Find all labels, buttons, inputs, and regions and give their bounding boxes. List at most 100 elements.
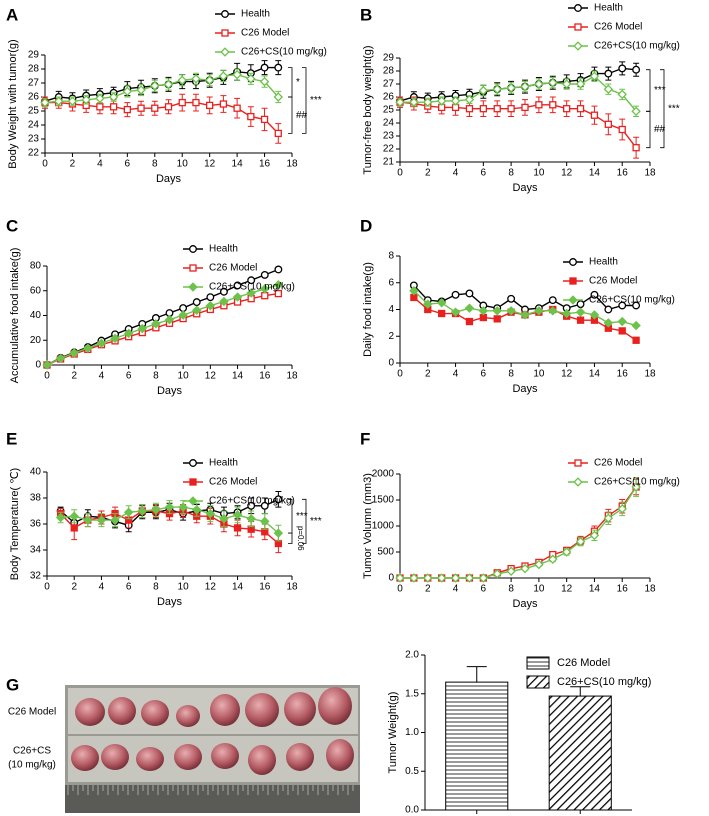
annotation: *** [296, 511, 308, 522]
marker [618, 64, 627, 73]
marker [178, 98, 186, 107]
series-line [46, 292, 279, 366]
marker [221, 29, 229, 37]
marker [618, 327, 626, 335]
x-tick-label: 12 [205, 582, 217, 593]
x-axis-label: Days [157, 596, 183, 608]
y-tick-label: 60 [30, 285, 42, 296]
marker [590, 111, 599, 119]
marker [233, 104, 241, 112]
x-tick-label: 12 [561, 369, 573, 380]
marker [575, 79, 586, 89]
marker [548, 554, 558, 564]
x-tick-label: 2 [425, 369, 431, 380]
marker [409, 97, 419, 107]
error-bar [570, 686, 591, 697]
marker [450, 96, 461, 106]
y-tick-label: 2000 [372, 469, 395, 480]
marker [122, 86, 133, 97]
marker [233, 524, 242, 532]
y-tick-label: 1.0 [405, 727, 419, 738]
marker [575, 307, 586, 317]
marker [617, 504, 627, 514]
marker [164, 314, 175, 325]
marker [617, 316, 627, 327]
marker [246, 74, 256, 84]
x-tick-label: 12 [205, 371, 217, 382]
annotation: ## [654, 124, 666, 135]
x-tick-label: 0 [44, 582, 50, 593]
y-tick-label: 25 [383, 105, 395, 116]
marker [218, 71, 229, 81]
marker [631, 106, 641, 117]
y-tick-label: 34 [30, 545, 42, 556]
marker [81, 95, 91, 105]
marker [123, 105, 131, 114]
marker [395, 97, 405, 107]
marker [96, 103, 104, 111]
marker [137, 506, 147, 516]
marker [178, 310, 188, 320]
x-tick-label: 6 [481, 168, 487, 179]
marker [450, 573, 461, 583]
marker [189, 459, 197, 467]
y-tick-label: 29 [383, 53, 395, 64]
marker [192, 98, 200, 107]
marker [465, 105, 474, 113]
marker [548, 306, 558, 316]
x-tick-label: 18 [644, 369, 656, 380]
bracket [288, 96, 293, 134]
legend-label: C26 Model [589, 276, 637, 287]
marker [95, 93, 105, 104]
panel-label: E [6, 429, 17, 448]
series-line [399, 67, 637, 102]
marker [219, 514, 229, 524]
marker [83, 515, 93, 525]
marker [520, 81, 530, 92]
marker [54, 96, 64, 106]
marker [178, 502, 188, 512]
legend-label: C26+CS(10 mg/kg) [209, 496, 295, 507]
series-line [400, 75, 637, 112]
marker [548, 77, 558, 88]
marker [589, 530, 600, 541]
marker [573, 41, 583, 51]
legend-label: Health [589, 257, 618, 268]
marker [632, 144, 640, 152]
legend-label: C26+CS(10 mg/kg) [589, 295, 675, 306]
x-tick-label: 12 [204, 159, 216, 170]
x-tick-label: 0 [397, 369, 403, 380]
marker [204, 75, 215, 85]
marker [492, 84, 502, 94]
marker [219, 100, 228, 108]
x-tick-label: 8 [153, 371, 159, 382]
y-tick-label: 2 [388, 331, 394, 342]
marker [493, 315, 501, 323]
y-tick-label: 27 [28, 78, 40, 89]
marker [219, 287, 228, 296]
y-tick-label: 0 [388, 358, 394, 369]
marker [83, 343, 93, 353]
y-tick-label: 0.0 [405, 805, 419, 816]
marker [603, 513, 614, 523]
marker [534, 79, 544, 89]
marker [506, 566, 516, 576]
legend-label: C26+CS(10 mg/kg) [594, 41, 680, 52]
marker [395, 573, 405, 583]
marker [273, 92, 283, 102]
panel-label: F [360, 429, 370, 448]
y-tick-label: 23 [383, 131, 395, 142]
marker [188, 282, 198, 292]
marker [219, 296, 229, 307]
bracket [660, 69, 665, 149]
x-tick-label: 14 [589, 584, 601, 595]
marker [493, 105, 501, 113]
marker [534, 306, 544, 316]
marker [259, 76, 270, 87]
x-tick-label: 2 [425, 168, 431, 179]
y-tick-label: 28 [28, 64, 40, 75]
x-tick-label: 18 [644, 584, 656, 595]
marker [110, 515, 120, 525]
marker [576, 105, 585, 113]
